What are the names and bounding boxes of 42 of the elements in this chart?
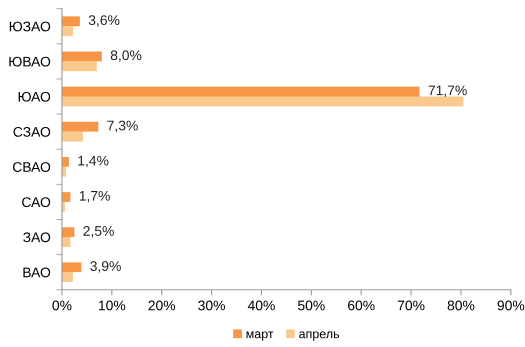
y-tick-label: ЮВАО: [9, 56, 50, 67]
data-label: 2,5%: [83, 226, 114, 238]
bar: [62, 26, 73, 36]
bar: [62, 272, 73, 282]
data-label: 7,3%: [107, 120, 138, 132]
x-tick-label: 30%: [198, 300, 225, 310]
data-label: 1,7%: [80, 190, 110, 202]
bar: [62, 122, 98, 132]
y-tick-label: СВАО: [12, 162, 50, 172]
bar: [62, 86, 420, 97]
data-label: 3,6%: [88, 15, 120, 27]
x-tick-label: 50%: [298, 300, 325, 310]
bar: [62, 262, 82, 272]
bar: [62, 156, 69, 167]
x-tick-label: 70%: [398, 300, 424, 310]
x-tick-label: 20%: [148, 300, 176, 310]
legend-label: март: [246, 331, 274, 341]
data-label: 71,7%: [428, 86, 467, 97]
bar: [62, 61, 97, 72]
bar: [62, 96, 464, 106]
x-tick-label: 40%: [248, 300, 275, 310]
data-label: 8,0%: [110, 50, 142, 62]
x-tick-label: 80%: [448, 300, 474, 310]
y-tick-label: СЗАО: [14, 126, 50, 137]
x-tick-label: 60%: [348, 300, 375, 310]
bar: [62, 227, 74, 238]
y-tick-label: ВАО: [23, 268, 50, 278]
bar: [62, 192, 70, 202]
y-tick-label: ЮЗАО: [10, 22, 50, 32]
bar: [62, 132, 83, 142]
bar: [62, 52, 102, 62]
y-tick-label: ЮАО: [18, 92, 50, 102]
x-tick-label: 0%: [52, 300, 72, 310]
bar: [62, 237, 70, 247]
y-tick-label: САО: [22, 197, 50, 208]
y-tick-label: ЗАО: [23, 232, 50, 242]
x-tick-label: 10%: [98, 300, 126, 310]
bar: [62, 16, 80, 26]
x-tick-label: 90%: [498, 300, 524, 310]
data-label: 3,9%: [90, 261, 121, 273]
legend-label: апрель: [299, 331, 340, 341]
data-label: 1,4%: [78, 156, 108, 168]
